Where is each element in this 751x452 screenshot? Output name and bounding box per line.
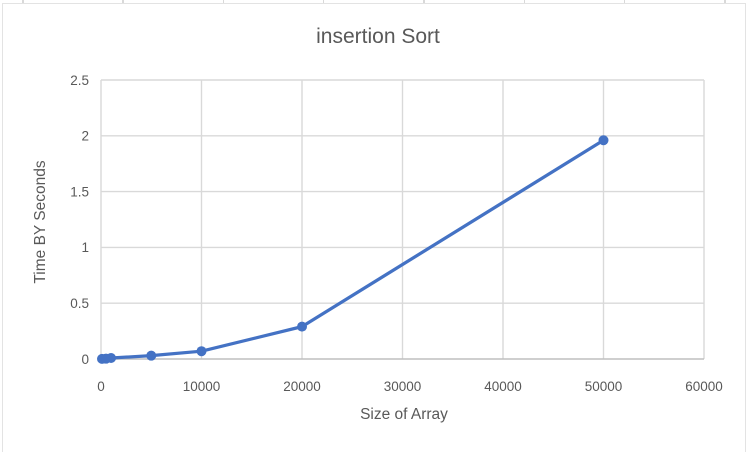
- worksheet-gridline-tick: [122, 0, 124, 4]
- x-tick-label: 10000: [183, 379, 221, 394]
- y-tick-label: 2: [81, 129, 89, 144]
- data-point-marker: [297, 321, 307, 332]
- chart-frame[interactable]: insertion Sort 0 10000 20000 30000 40000 5000…: [2, 3, 746, 452]
- x-tick-label: 40000: [484, 379, 522, 394]
- worksheet-gridline-tick: [724, 0, 726, 4]
- y-tick-label: 1: [81, 240, 89, 255]
- worksheet-gridline-tick: [22, 0, 24, 4]
- worksheet-column-gridlines: [0, 0, 751, 4]
- worksheet-gridline-tick: [423, 0, 425, 4]
- x-tick-label: 0: [97, 379, 105, 394]
- data-point-marker: [146, 350, 157, 361]
- data-point-marker: [598, 135, 609, 146]
- chart-title: insertion Sort: [316, 25, 440, 48]
- x-tick-label: 30000: [384, 379, 422, 394]
- y-tick-label: 0.5: [70, 296, 89, 311]
- x-tick-label: 50000: [585, 379, 623, 394]
- plot-area: 0 10000 20000 30000 40000 50000 60000 0 0.5 1 1.5 2…: [70, 73, 723, 394]
- x-axis-title: Size of Array: [360, 406, 448, 423]
- data-point-marker: [196, 346, 207, 357]
- worksheet-gridline-tick: [322, 0, 325, 4]
- x-tick-label: 60000: [685, 379, 723, 394]
- y-tick-label: 0: [81, 352, 89, 367]
- x-tick-label: 20000: [283, 379, 321, 394]
- series-line: [100, 138, 606, 361]
- worksheet-gridline-tick: [623, 0, 626, 4]
- y-tick-label: 2.5: [70, 73, 89, 88]
- y-axis-title: Time BY Seconds: [32, 160, 49, 284]
- data-point-marker: [106, 352, 117, 363]
- worksheet-gridline-tick: [222, 0, 225, 4]
- y-tick-label: 1.5: [70, 184, 89, 199]
- worksheet-gridline-tick: [523, 0, 525, 4]
